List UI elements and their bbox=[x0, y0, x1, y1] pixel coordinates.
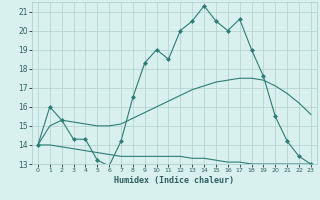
X-axis label: Humidex (Indice chaleur): Humidex (Indice chaleur) bbox=[115, 176, 234, 185]
